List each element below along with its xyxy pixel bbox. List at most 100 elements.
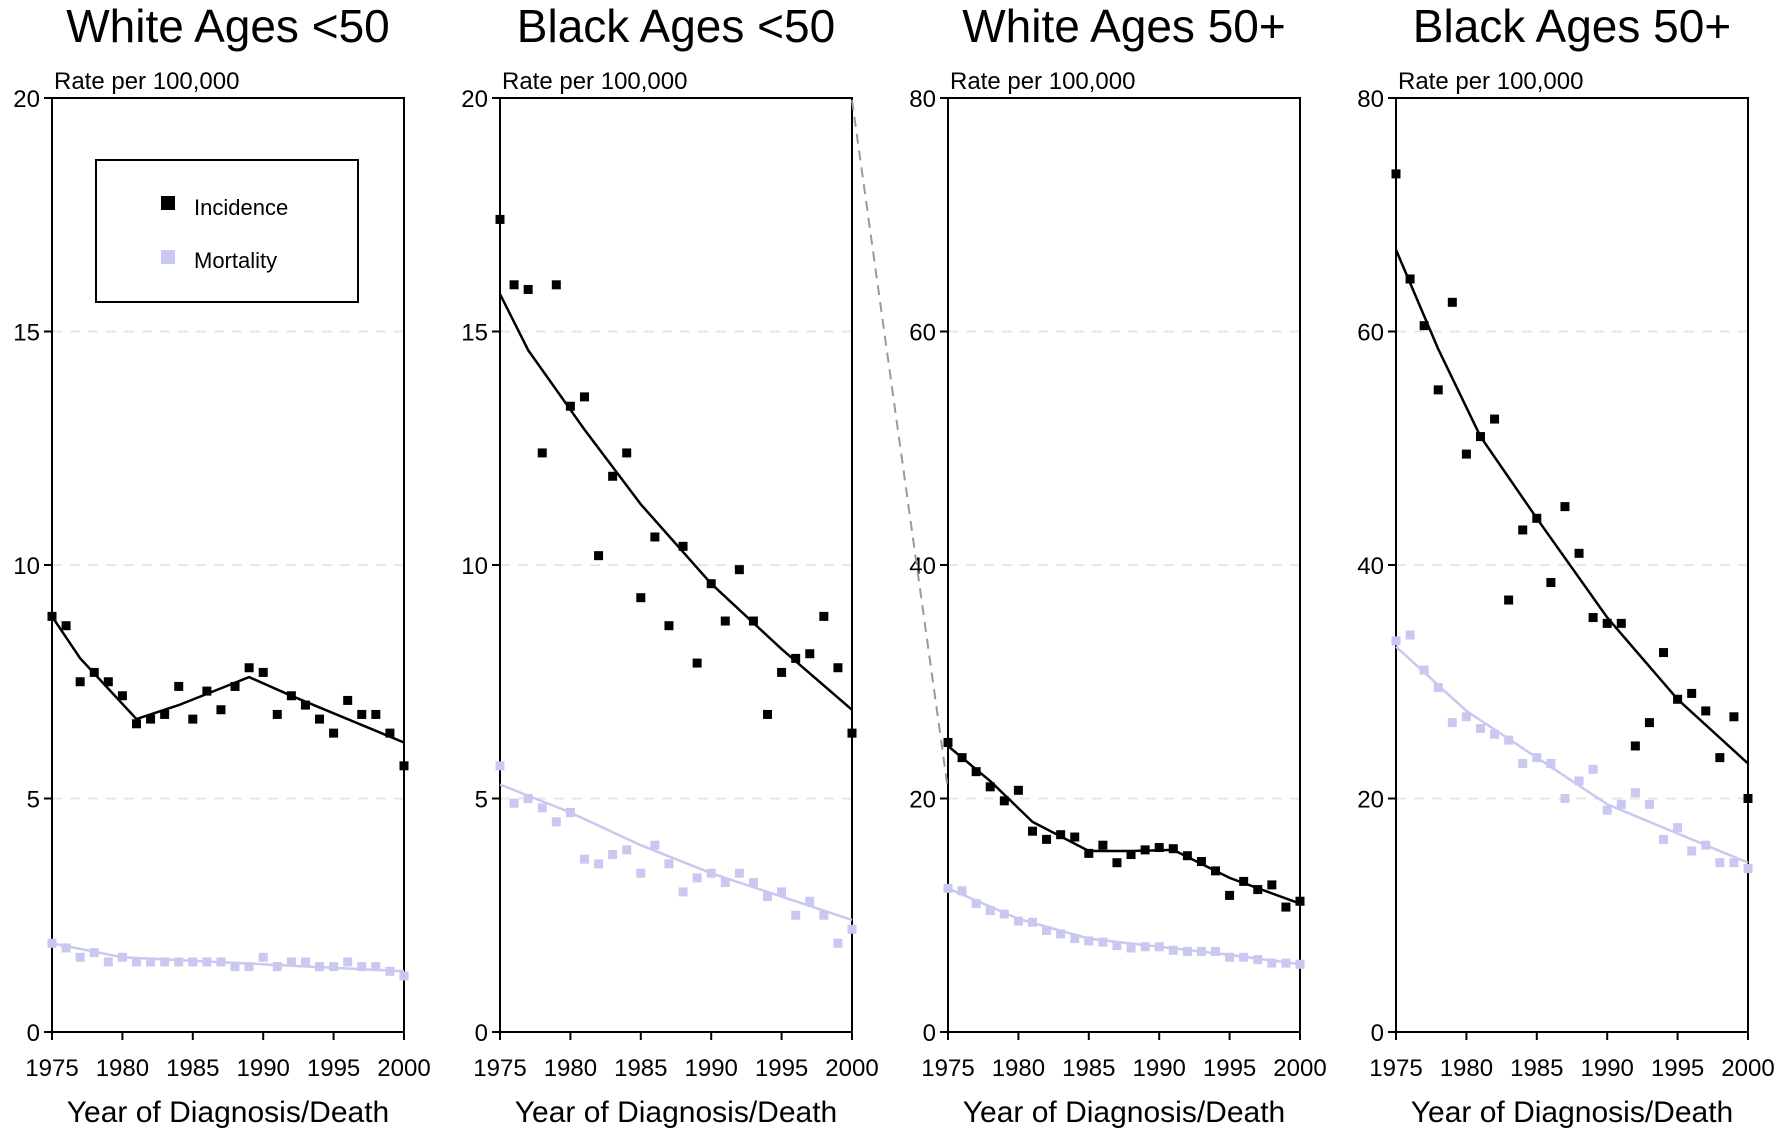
- incidence-point: [399, 761, 409, 771]
- mortality-point: [1140, 942, 1150, 952]
- incidence-point: [833, 663, 843, 673]
- panel-2: Black Ages <50 Rate per 100,000 0 5 10 15 20 19…: [461, 0, 878, 1129]
- x-tick-label: 1985: [1510, 1055, 1563, 1082]
- x-axis-label: Year of Diagnosis/Death: [515, 1096, 837, 1129]
- incidence-point: [188, 714, 198, 724]
- mortality-point: [791, 910, 801, 920]
- mortality-point: [1490, 729, 1500, 739]
- mortality-point: [131, 957, 141, 967]
- mortality-point: [1560, 794, 1570, 803]
- mortality-point: [1225, 952, 1235, 962]
- mortality-point: [985, 906, 995, 916]
- mortality-point: [1013, 916, 1023, 926]
- incidence-point: [75, 677, 85, 687]
- incidence-point: [1112, 858, 1122, 868]
- incidence-point: [174, 681, 184, 691]
- mortality-point: [329, 962, 339, 972]
- mortality-point: [1518, 758, 1528, 768]
- mortality-point: [636, 868, 646, 878]
- mortality-point: [1154, 942, 1164, 952]
- incidence-point: [523, 284, 533, 294]
- incidence-point: [1182, 851, 1192, 861]
- incidence-point: [1490, 414, 1500, 424]
- y-tick-label: 10: [461, 553, 488, 580]
- y-tick-label: 80: [1357, 86, 1384, 113]
- mortality-point: [1405, 630, 1415, 640]
- x-axis-label: Year of Diagnosis/Death: [67, 1096, 389, 1129]
- incidence-point: [1644, 718, 1654, 728]
- plot-frame: [947, 97, 1301, 1033]
- mortality-point: [805, 896, 815, 906]
- mortality-point: [1295, 959, 1305, 969]
- incidence-point: [608, 471, 618, 481]
- incidence-point: [1475, 432, 1485, 442]
- incidence-point: [1295, 896, 1305, 906]
- incidence-point: [1042, 834, 1052, 844]
- incidence-trend-line: [498, 293, 853, 711]
- incidence-point: [1659, 648, 1669, 658]
- incidence-point: [1027, 826, 1037, 836]
- mortality-point: [1588, 764, 1598, 774]
- mortality-point: [678, 887, 688, 897]
- mortality-point: [1616, 799, 1626, 809]
- incidence-trend-line: [947, 745, 1301, 905]
- mortality-point: [551, 817, 561, 827]
- incidence-point: [1168, 844, 1178, 854]
- mortality-point: [495, 761, 505, 771]
- incidence-point: [1546, 578, 1556, 588]
- mortality-point: [244, 962, 254, 972]
- incidence-point: [579, 392, 589, 402]
- x-axis-label: Year of Diagnosis/Death: [1411, 1096, 1733, 1129]
- legend: Incidence Mortality: [95, 159, 359, 303]
- incidence-point: [650, 532, 660, 542]
- incidence-point: [551, 280, 561, 290]
- incidence-point: [1013, 785, 1023, 795]
- panel-4: Black Ages 50+ Rate per 100,000 0 20 40 60 80 1…: [1357, 0, 1774, 1129]
- incidence-point: [1253, 885, 1263, 895]
- incidence-point: [495, 214, 505, 224]
- y-axis-label: Rate per 100,000: [54, 68, 239, 95]
- mortality-point: [1729, 858, 1739, 868]
- panel-title: Black Ages <50: [517, 0, 835, 52]
- incidence-point: [47, 611, 57, 621]
- x-tick-label: 1995: [1651, 1055, 1704, 1082]
- mortality-point: [763, 892, 773, 902]
- incidence-point: [1239, 876, 1249, 886]
- mortality-point: [272, 962, 282, 972]
- incidence-point: [146, 714, 156, 724]
- incidence-point: [1391, 169, 1401, 179]
- y-tick-label: 20: [1357, 787, 1384, 814]
- mortality-point: [47, 938, 57, 948]
- plot-frame: [1395, 97, 1749, 1033]
- incidence-point: [329, 728, 339, 738]
- mortality-point: [1253, 955, 1263, 965]
- y-tick-label: 0: [475, 1020, 488, 1047]
- incidence-point: [385, 728, 395, 738]
- mortality-point: [1475, 723, 1485, 733]
- incidence-point: [89, 667, 99, 677]
- mortality-point: [1281, 958, 1291, 968]
- mortality-point: [117, 952, 127, 962]
- incidence-point: [357, 709, 367, 719]
- mortality-point: [385, 966, 395, 976]
- incidence-point: [805, 649, 815, 659]
- incidence-point: [1616, 618, 1626, 628]
- incidence-point: [1715, 753, 1725, 763]
- incidence-point: [1532, 513, 1542, 523]
- y-tick-label: 0: [27, 1020, 40, 1047]
- incidence-point: [1225, 890, 1235, 900]
- mortality-point: [509, 798, 519, 808]
- mortality-point: [579, 854, 589, 864]
- panel-title: White Ages <50: [66, 0, 389, 52]
- mortality-point: [174, 957, 184, 967]
- incidence-point: [1602, 618, 1612, 628]
- x-tick-label: 1990: [237, 1055, 290, 1082]
- x-tick-label: 1980: [992, 1055, 1045, 1082]
- mortality-trend-line: [1395, 645, 1749, 864]
- x-tick-label: 1985: [614, 1055, 667, 1082]
- incidence-point: [748, 616, 758, 626]
- x-tick-label: 1975: [1369, 1055, 1422, 1082]
- incidence-point: [1267, 880, 1277, 890]
- incidence-point: [692, 658, 702, 668]
